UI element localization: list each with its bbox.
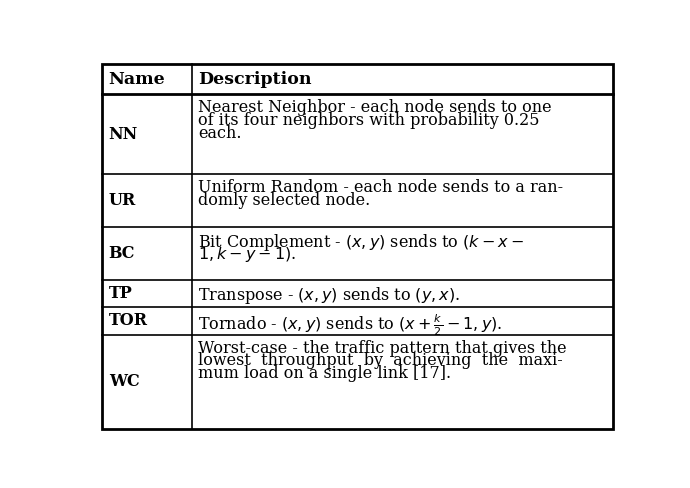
Text: each.: each.	[198, 124, 241, 142]
Text: WC: WC	[109, 373, 139, 390]
Text: Worst-case - the traffic pattern that gives the: Worst-case - the traffic pattern that gi…	[198, 340, 566, 357]
Text: Description: Description	[198, 71, 312, 88]
Text: domly selected node.: domly selected node.	[198, 192, 371, 209]
Text: BC: BC	[109, 245, 135, 262]
Text: Name: Name	[109, 71, 166, 88]
Text: mum load on a single link [17].: mum load on a single link [17].	[198, 365, 451, 382]
Text: NN: NN	[109, 126, 138, 142]
Text: TOR: TOR	[109, 312, 148, 329]
Text: Tornado - $(x, y)$ sends to $(x + \frac{k}{2} - 1, y)$.: Tornado - $(x, y)$ sends to $(x + \frac{…	[198, 312, 502, 338]
Text: TP: TP	[109, 285, 132, 302]
Text: Transpose - $(x, y)$ sends to $(y, x)$.: Transpose - $(x, y)$ sends to $(y, x)$.	[198, 285, 460, 306]
Text: Bit Complement - $(x, y)$ sends to $(k - x -$: Bit Complement - $(x, y)$ sends to $(k -…	[198, 232, 524, 253]
Text: Nearest Neighbor - each node sends to one: Nearest Neighbor - each node sends to on…	[198, 99, 552, 116]
Text: of its four neighbors with probability 0.25: of its four neighbors with probability 0…	[198, 112, 540, 129]
Text: Uniform Random - each node sends to a ran-: Uniform Random - each node sends to a ra…	[198, 179, 563, 196]
Text: $1, k - y - 1)$.: $1, k - y - 1)$.	[198, 245, 297, 264]
Text: UR: UR	[109, 192, 136, 209]
Text: lowest  throughput  by  achieving  the  maxi-: lowest throughput by achieving the maxi-	[198, 352, 563, 369]
